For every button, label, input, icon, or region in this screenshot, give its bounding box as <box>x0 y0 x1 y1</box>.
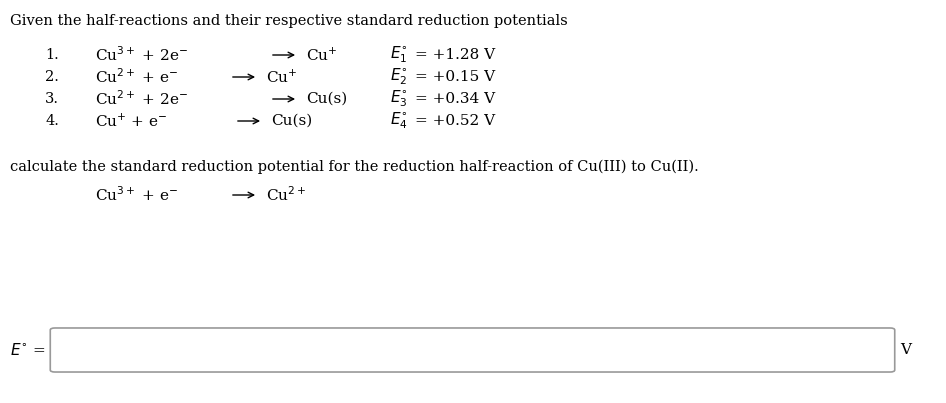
Text: Cu$^{2+}$: Cu$^{2+}$ <box>266 186 307 204</box>
Text: 4.: 4. <box>45 114 59 128</box>
Text: Cu(s): Cu(s) <box>271 114 312 128</box>
Text: = +1.28 V: = +1.28 V <box>415 48 495 62</box>
Text: 1.: 1. <box>45 48 59 62</box>
Text: Cu(s): Cu(s) <box>306 92 347 106</box>
Text: $E^{\circ}_{4}$: $E^{\circ}_{4}$ <box>390 111 408 131</box>
Text: Cu$^{+}$ + e$^{-}$: Cu$^{+}$ + e$^{-}$ <box>95 112 169 130</box>
Text: Given the half-reactions and their respective standard reduction potentials: Given the half-reactions and their respe… <box>10 14 568 28</box>
Text: $E^{\circ}_{2}$: $E^{\circ}_{2}$ <box>390 67 408 87</box>
Text: $E^{\circ}_{3}$: $E^{\circ}_{3}$ <box>390 89 408 109</box>
Text: V: V <box>900 343 911 357</box>
Text: Cu$^{+}$: Cu$^{+}$ <box>266 69 297 86</box>
Text: 3.: 3. <box>45 92 59 106</box>
Text: 2.: 2. <box>45 70 59 84</box>
Text: calculate the standard reduction potential for the reduction half-reaction of Cu: calculate the standard reduction potenti… <box>10 160 699 174</box>
Text: Cu$^{2+}$ + e$^{-}$: Cu$^{2+}$ + e$^{-}$ <box>95 68 180 86</box>
Text: = +0.15 V: = +0.15 V <box>415 70 495 84</box>
Text: $E^{\circ}_{1}$: $E^{\circ}_{1}$ <box>390 45 408 65</box>
Text: Cu$^{3+}$ + 2e$^{-}$: Cu$^{3+}$ + 2e$^{-}$ <box>95 46 190 64</box>
Text: $E^{\circ}$ =: $E^{\circ}$ = <box>10 342 46 358</box>
Text: = +0.34 V: = +0.34 V <box>415 92 495 106</box>
Text: Cu$^{3+}$ + e$^{-}$: Cu$^{3+}$ + e$^{-}$ <box>95 186 180 204</box>
Text: Cu$^{+}$: Cu$^{+}$ <box>306 46 338 64</box>
Text: Cu$^{2+}$ + 2e$^{-}$: Cu$^{2+}$ + 2e$^{-}$ <box>95 89 190 108</box>
Text: = +0.52 V: = +0.52 V <box>415 114 495 128</box>
